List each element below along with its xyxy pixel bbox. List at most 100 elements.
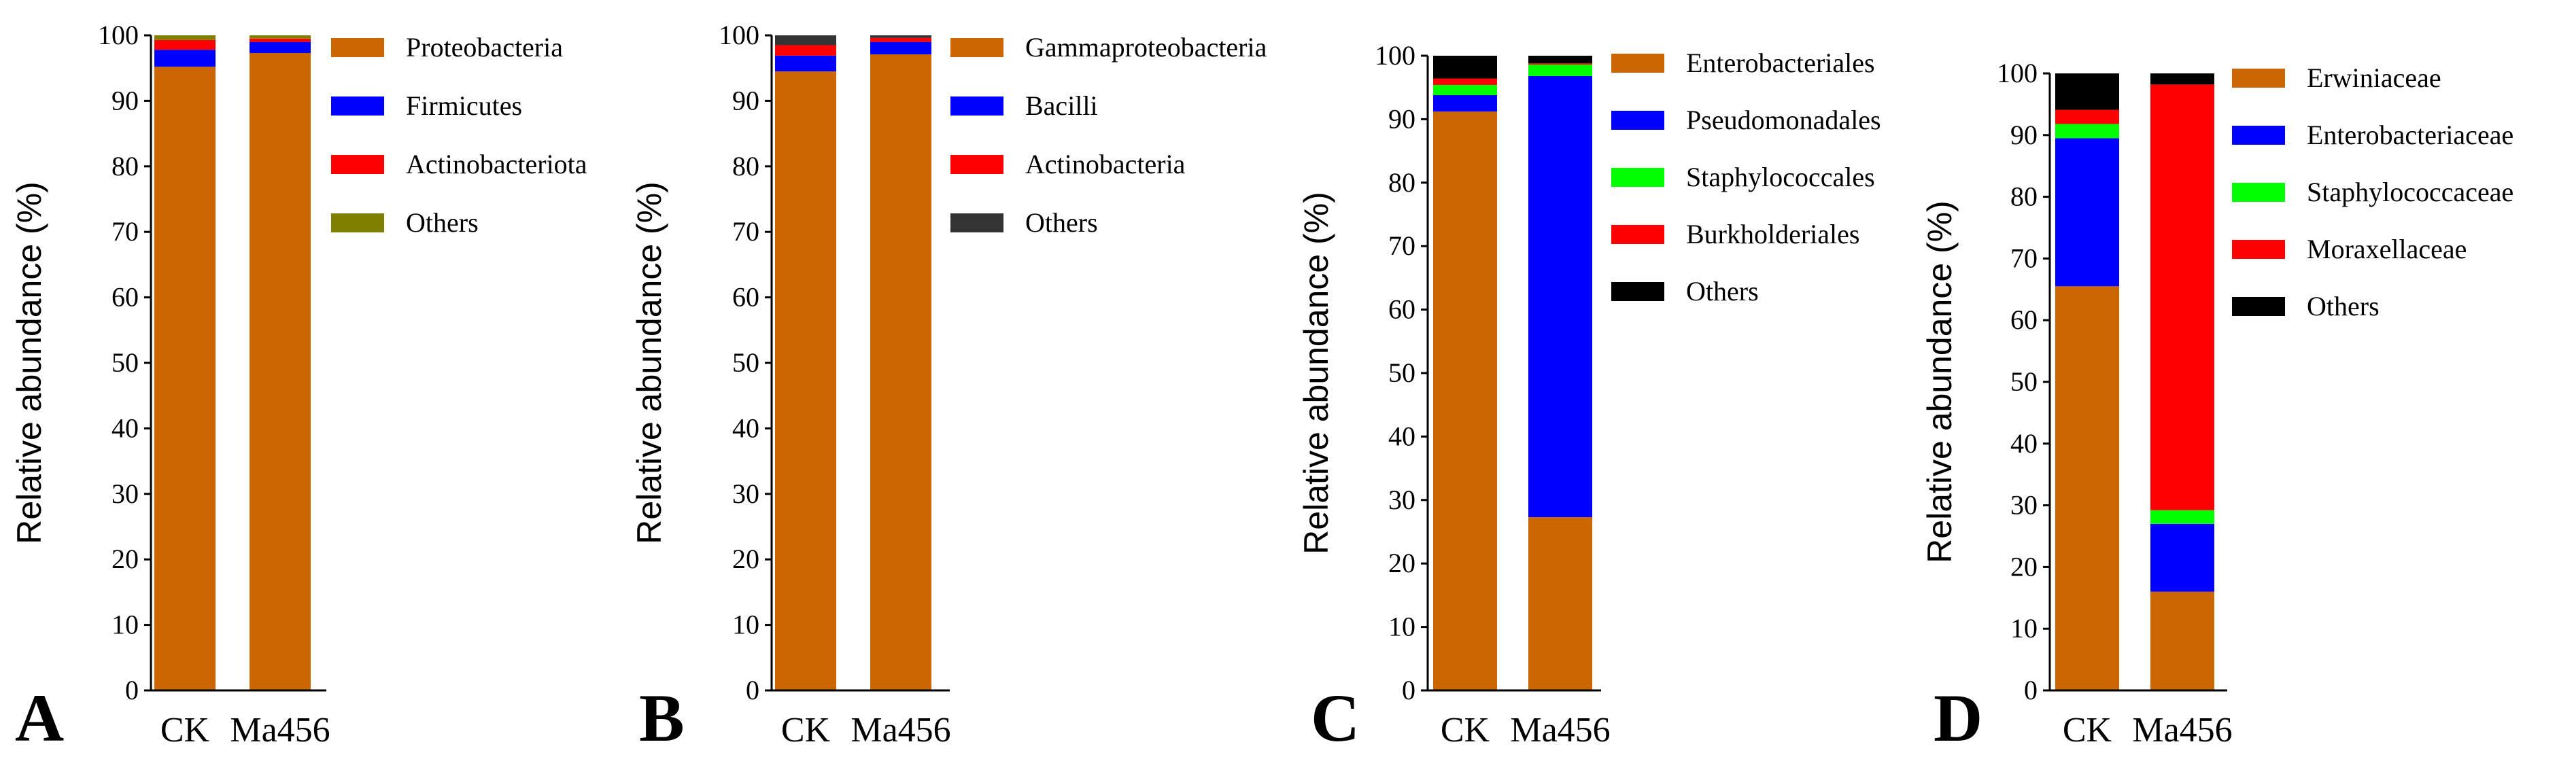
- legend-label-others: Others: [406, 207, 479, 238]
- panel-d-plot-area: CK Ma456 0 10 20 30 40 50 60 70 80 90 100: [1997, 58, 2233, 750]
- y-tick-label-100: 100: [719, 20, 759, 50]
- legend-swatch-enterobacteriales: [1611, 54, 1664, 73]
- legend-swatch-enterobacteriaceae: [2232, 126, 2285, 145]
- legend-swatch-others: [950, 213, 1003, 232]
- legend-swatch-erwiniaceae: [2232, 69, 2285, 88]
- x-tick-label-ck: CK: [160, 711, 210, 750]
- legend-label-moraxellaceae: Moraxellaceae: [2307, 234, 2467, 264]
- bar-ma456-gammaproteobacteria: [870, 54, 931, 691]
- legend-swatch-staphylococcaceae: [2232, 183, 2285, 202]
- y-tick-label-70: 70: [1388, 230, 1415, 261]
- bar-ck-staphylococcales: [1433, 84, 1497, 95]
- bar-ck-others: [154, 35, 216, 40]
- legend-label-erwiniaceae: Erwiniaceae: [2307, 63, 2441, 93]
- bar-ma456-others: [870, 35, 931, 38]
- legend-label-others: Others: [1686, 276, 1759, 306]
- panel-b-letter: B: [639, 680, 685, 756]
- panel-b-plot-area: CK Ma456 0 10 20 30 40 50 60 70 80 90 100: [719, 20, 951, 750]
- y-tick-label-10: 10: [111, 610, 139, 640]
- y-tick-label-90: 90: [1388, 103, 1415, 134]
- x-tick-label-ma456: Ma456: [851, 711, 950, 750]
- panel-a-letter: A: [15, 680, 64, 756]
- y-tick-label-70: 70: [111, 216, 139, 247]
- bar-ck-burkholderiales: [1433, 78, 1497, 85]
- x-tick-label-ck: CK: [2063, 711, 2112, 750]
- y-tick-label-30: 30: [111, 478, 139, 509]
- legend-label-firmicutes: Firmicutes: [406, 90, 522, 121]
- legend-label-gammaproteobacteria: Gammaproteobacteria: [1025, 32, 1267, 63]
- legend-label-enterobacteriales: Enterobacteriales: [1686, 48, 1875, 78]
- bar-ma456-others: [250, 35, 311, 39]
- panel-c: CK Ma456 0 10 20 30 40 50 60 70 80 90 100 Relative a…: [1297, 40, 1881, 756]
- bar-ck-others: [2055, 73, 2119, 110]
- y-tick-label-0: 0: [1402, 675, 1415, 705]
- bar-ma456-pseudomonadales: [1528, 75, 1592, 518]
- y-tick-label-70: 70: [2010, 243, 2038, 273]
- bar-ck-enterobacteriales: [1433, 111, 1497, 690]
- y-tick-label-0: 0: [746, 675, 759, 705]
- panel-c-letter: C: [1311, 680, 1360, 756]
- y-tick-label-50: 50: [2010, 366, 2038, 397]
- y-tick-label-20: 20: [2010, 551, 2038, 582]
- bar-ck-proteobacteria: [154, 67, 216, 691]
- panel-d: CK Ma456 0 10 20 30 40 50 60 70 80 90 100 Relative a…: [1921, 58, 2513, 756]
- legend-swatch-moraxellaceae: [2232, 240, 2285, 259]
- legend-label-actinobacteriota: Actinobacteriota: [406, 149, 587, 179]
- panel-d-legend: Erwiniaceae Enterobacteriaceae Staphylococ…: [2232, 63, 2513, 321]
- y-tick-label-40: 40: [2010, 428, 2038, 459]
- bar-ck-pseudomonadales: [1433, 94, 1497, 112]
- y-tick-label-40: 40: [111, 412, 139, 443]
- bar-ck-staphylococcaceae: [2055, 124, 2119, 139]
- y-tick-label-20: 20: [732, 544, 759, 574]
- y-tick-label-90: 90: [111, 85, 139, 116]
- y-tick-label-60: 60: [2010, 304, 2038, 335]
- legend-label-staphylococcales: Staphylococcales: [1686, 162, 1875, 192]
- y-tick-label-90: 90: [732, 85, 759, 116]
- panel-a-legend: Proteobacteria Firmicutes Actinobacteriota…: [331, 32, 587, 238]
- y-tick-label-0: 0: [125, 675, 139, 705]
- y-tick-label-100: 100: [1375, 40, 1415, 71]
- bar-ma456-bacilli: [870, 41, 931, 54]
- y-tick-label-40: 40: [732, 412, 759, 443]
- legend-swatch-others: [1611, 282, 1664, 301]
- y-tick-label-50: 50: [111, 347, 139, 378]
- legend-label-enterobacteriaceae: Enterobacteriaceae: [2307, 120, 2513, 150]
- y-tick-label-90: 90: [2010, 120, 2038, 150]
- bar-ma456-erwiniaceae: [2150, 591, 2214, 690]
- legend-swatch-proteobacteria: [331, 38, 384, 57]
- legend-swatch-gammaproteobacteria: [950, 38, 1003, 57]
- bar-ck-actinobacteria: [775, 45, 836, 56]
- legend-label-burkholderiales: Burkholderiales: [1686, 219, 1860, 249]
- y-tick-label-50: 50: [1388, 357, 1415, 388]
- y-tick-label-100: 100: [98, 20, 139, 50]
- bar-ma456-enterobacteriaceae: [2150, 523, 2214, 592]
- legend-label-bacilli: Bacilli: [1025, 90, 1098, 121]
- bar-ck-erwiniaceae: [2055, 286, 2119, 690]
- legend-swatch-firmicutes: [331, 96, 384, 116]
- legend-swatch-staphylococcales: [1611, 168, 1664, 187]
- legend-label-staphylococcaceae: Staphylococcaceae: [2307, 177, 2513, 207]
- bar-ma456-others: [1528, 56, 1592, 64]
- y-tick-label-50: 50: [732, 347, 759, 378]
- bar-ck-enterobacteriaceae: [2055, 138, 2119, 287]
- legend-swatch-pseudomonadales: [1611, 111, 1664, 130]
- y-tick-label-30: 30: [2010, 490, 2038, 521]
- y-tick-label-10: 10: [2010, 613, 2038, 644]
- bar-ck-bacilli: [775, 55, 836, 72]
- y-tick-label-80: 80: [111, 151, 139, 181]
- y-tick-label-20: 20: [1388, 548, 1415, 578]
- bar-ma456-staphylococcaceae: [2150, 510, 2214, 524]
- x-tick-label-ma456: Ma456: [230, 711, 330, 750]
- y-tick-label-80: 80: [732, 151, 759, 181]
- y-tick-label-40: 40: [1388, 421, 1415, 451]
- y-tick-label-30: 30: [1388, 485, 1415, 515]
- legend-swatch-actinobacteria: [950, 155, 1003, 174]
- panel-a-y-axis-label: Relative abundance (%): [10, 181, 48, 544]
- panel-b-legend: Gammaproteobacteria Bacilli Actinobacteria…: [950, 32, 1267, 238]
- panel-c-legend: Enterobacteriales Pseudomonadales Staphylo…: [1611, 48, 1881, 306]
- legend-swatch-actinobacteriota: [331, 155, 384, 174]
- bar-ma456-actinobacteria: [870, 37, 931, 42]
- bar-ck-firmicutes: [154, 50, 216, 67]
- legend-swatch-others: [331, 213, 384, 232]
